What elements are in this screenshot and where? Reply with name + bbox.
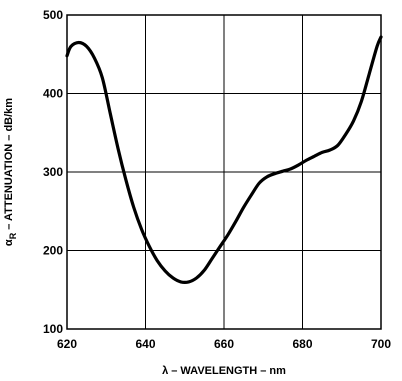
series-line xyxy=(65,35,383,284)
x-tick-label: 640 xyxy=(135,337,155,351)
grid-lines xyxy=(66,14,382,330)
y-axis-label-symbol: α xyxy=(3,239,15,246)
y-tick-label: 400 xyxy=(43,87,63,101)
y-tick-label: 300 xyxy=(43,165,63,179)
y-axis-label-text: – ATTENUATION – dB/km xyxy=(3,98,15,233)
y-tick-label: 100 xyxy=(43,322,63,336)
x-tick-label: 680 xyxy=(292,337,312,351)
y-tick-label: 200 xyxy=(43,244,63,258)
y-axis-label-subscript: R xyxy=(8,232,18,239)
y-tick-labels: 100 200 300 400 500 xyxy=(43,8,63,336)
x-tick-label: 700 xyxy=(371,337,391,351)
x-tick-labels: 620 640 660 680 700 xyxy=(57,337,391,351)
x-tick-label: 620 xyxy=(57,337,77,351)
y-axis-label: αR – ATTENUATION – dB/km xyxy=(3,98,18,246)
y-tick-label: 500 xyxy=(43,8,63,22)
x-axis-label: λ – WAVELENGTH – nm xyxy=(162,365,286,377)
plot-frame xyxy=(66,14,382,330)
x-tick-label: 660 xyxy=(214,337,234,351)
